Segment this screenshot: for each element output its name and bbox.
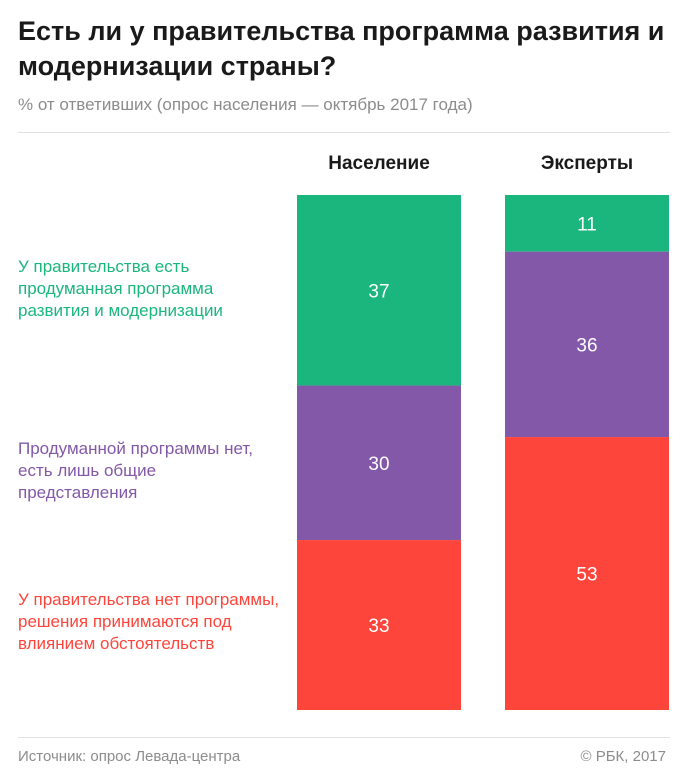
value-label-experts-general-ideas: 36 bbox=[576, 335, 597, 356]
value-label-experts-no-program: 53 bbox=[576, 565, 597, 586]
footer-source: Источник: опрос Левада-центра bbox=[18, 748, 241, 765]
bar-segment-experts-general-ideas bbox=[505, 251, 669, 438]
column-header-experts: Эксперты bbox=[540, 153, 634, 174]
bar-segment-experts-no-program bbox=[505, 437, 669, 710]
chart-subtitle: % от ответивших (опрос населения — октяб… bbox=[18, 95, 473, 114]
legend-label-no-program: У правительства нет программы, решения п… bbox=[18, 590, 280, 653]
column-header-population: Население bbox=[328, 153, 430, 174]
value-label-population-general-ideas: 30 bbox=[368, 454, 389, 475]
legend-label-general-ideas: Продуманной программы нет, есть лишь общ… bbox=[18, 439, 254, 502]
legend-label-has-program: У правительства есть продуманная програм… bbox=[18, 257, 223, 320]
top-divider bbox=[18, 132, 670, 133]
bar-segment-population-general-ideas bbox=[297, 385, 461, 541]
bar-segment-experts-has-program bbox=[505, 195, 669, 252]
value-label-population-no-program: 33 bbox=[368, 616, 389, 637]
value-label-population-has-program: 37 bbox=[368, 281, 389, 302]
bar-segment-population-no-program bbox=[297, 540, 461, 710]
bottom-divider bbox=[18, 737, 670, 738]
footer-copyright: © РБК, 2017 bbox=[580, 748, 666, 765]
bar-segment-population-has-program bbox=[297, 195, 461, 386]
chart-title: Есть ли у правительства программа развит… bbox=[18, 16, 665, 81]
value-label-experts-has-program: 11 bbox=[577, 214, 597, 235]
